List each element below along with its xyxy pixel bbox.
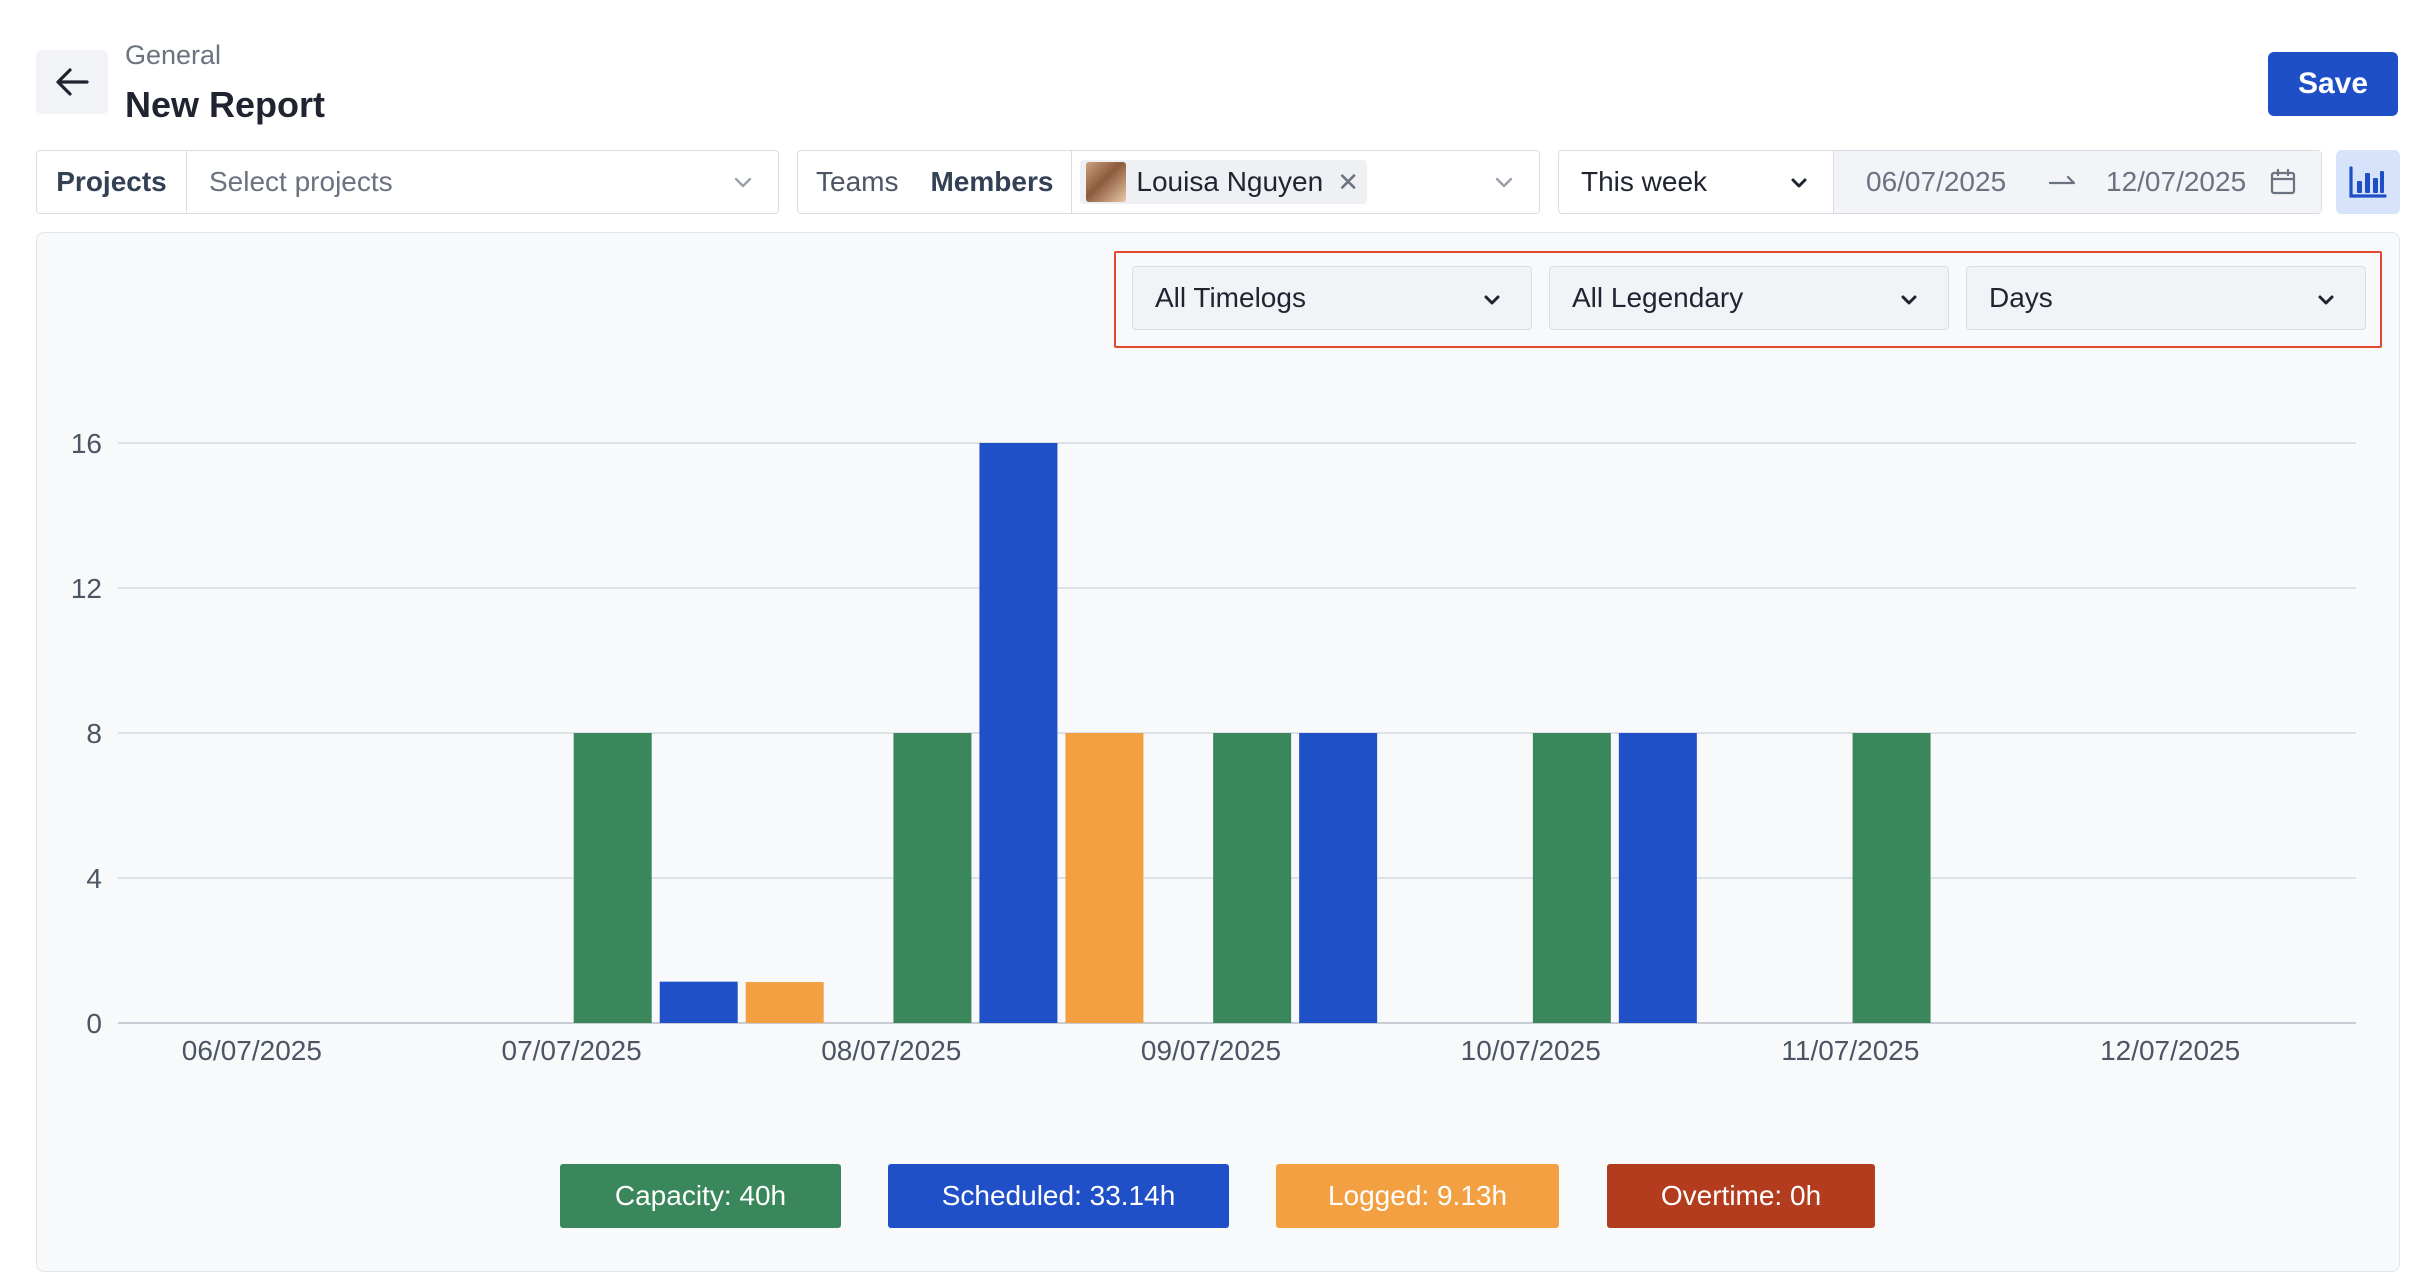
legend-scheduled[interactable]: Scheduled: 33.14h [888,1164,1229,1228]
chevron-down-icon [1791,178,1807,188]
chevron-down-icon [1484,295,1500,305]
bar-capacity[interactable] [1852,733,1931,1023]
projects-filter: Projects Select projects [36,150,779,214]
period-value: This week [1581,166,1708,197]
grouping-value: Days [1989,282,2053,313]
member-chip-label: Louisa Nguyen [1136,166,1324,197]
chevron-down-icon [734,177,752,188]
legend-overtime[interactable]: Overtime: 0h [1607,1164,1875,1228]
date-range-picker[interactable]: 06/07/2025 12/07/2025 [1834,151,2321,213]
y-tick-label: 8 [86,718,102,749]
projects-select[interactable]: Select projects [187,151,778,213]
date-from[interactable]: 06/07/2025 [1866,166,2007,197]
avatar [1086,162,1127,202]
bar-scheduled[interactable] [1618,733,1697,1023]
back-button[interactable] [36,50,108,114]
calendar-icon[interactable] [2268,167,2298,197]
grouping-dropdown[interactable]: Days [1966,266,2366,330]
legend-capacity[interactable]: Capacity: 40h [560,1164,841,1228]
chevron-down-icon [1495,177,1513,188]
teams-members-toggle: Teams Members [798,151,1073,213]
timelogs-value: All Timelogs [1155,282,1306,313]
x-tick-label: 10/07/2025 [1461,1035,1601,1066]
bar-scheduled[interactable] [659,981,738,1023]
projects-label: Projects [37,151,187,213]
y-tick-label: 16 [71,428,102,459]
members-select[interactable]: Louisa Nguyen ✕ [1072,151,1539,213]
tab-members[interactable]: Members [930,166,1054,197]
page-title: New Report [125,84,326,125]
bar-scheduled[interactable] [979,443,1058,1023]
period-select[interactable]: This week [1559,151,1834,213]
legendary-dropdown[interactable]: All Legendary [1549,266,1949,330]
y-tick-label: 4 [86,863,102,894]
arrow-right-icon [2048,175,2076,185]
bar-logged[interactable] [1065,733,1144,1023]
chart-view-button[interactable] [2336,150,2400,214]
arrow-left-icon [56,68,89,96]
chevron-down-icon [1901,295,1917,305]
members-filter: Teams Members Louisa Nguyen ✕ [797,150,1540,214]
chevron-down-icon [2318,295,2334,305]
x-tick-label: 06/07/2025 [182,1035,322,1066]
bar-capacity[interactable] [573,733,652,1023]
x-tick-label: 08/07/2025 [821,1035,961,1066]
legend-logged[interactable]: Logged: 9.13h [1276,1164,1559,1228]
save-button[interactable]: Save [2268,52,2398,116]
bar-logged[interactable] [745,982,824,1023]
y-tick-label: 12 [71,573,102,604]
bar-scheduled[interactable] [1299,733,1378,1023]
timelogs-dropdown[interactable]: All Timelogs [1132,266,1532,330]
highlight-box [1114,251,2382,348]
x-tick-label: 07/07/2025 [502,1035,642,1066]
x-tick-label: 12/07/2025 [2100,1035,2240,1066]
close-icon[interactable]: ✕ [1337,166,1360,197]
projects-placeholder: Select projects [209,166,393,197]
bar-capacity[interactable] [893,733,972,1023]
x-tick-label: 11/07/2025 [1781,1035,1919,1066]
date-to[interactable]: 12/07/2025 [2106,166,2247,197]
y-tick-label: 0 [86,1008,102,1039]
legendary-value: All Legendary [1572,282,1744,313]
bar-capacity[interactable] [1213,733,1292,1023]
tab-teams[interactable]: Teams [816,166,899,197]
breadcrumb[interactable]: General [125,40,222,70]
bar-chart-icon [2349,166,2387,198]
date-filter: This week 06/07/2025 12/07/2025 [1558,150,2322,214]
bar-capacity[interactable] [1532,733,1611,1023]
member-chip: Louisa Nguyen ✕ [1080,160,1368,204]
bar-chart: 0 4 8 12 16 06/07/2025 07/07/2025 08/07/2025 09/… [71,428,2356,1066]
x-tick-label: 09/07/2025 [1141,1035,1281,1066]
